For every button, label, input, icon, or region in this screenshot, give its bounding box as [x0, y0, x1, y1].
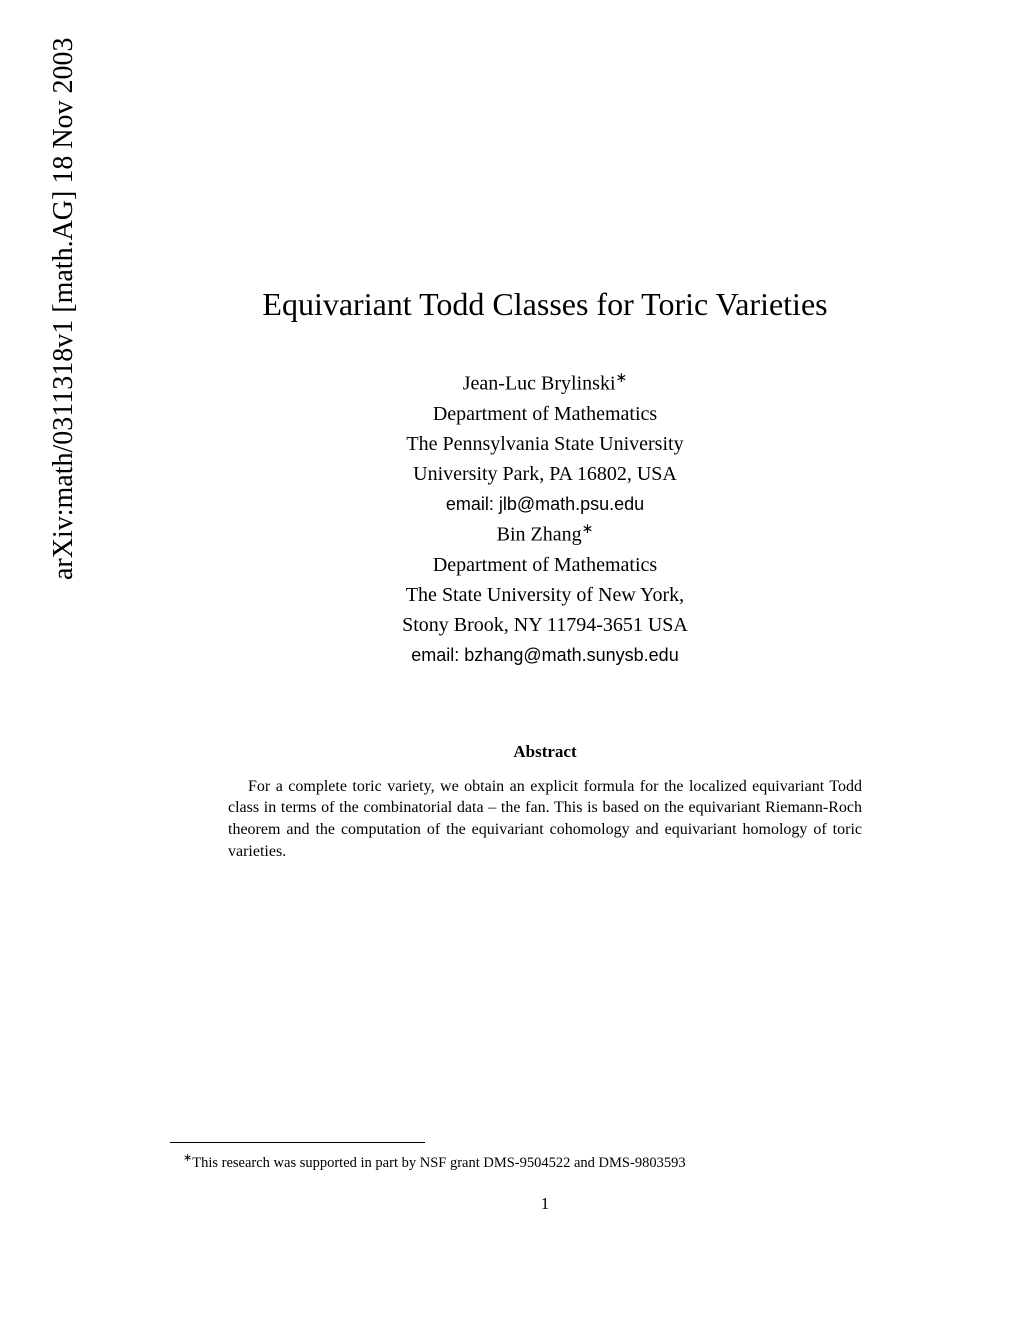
author-1-department: Department of Mathematics — [433, 403, 657, 425]
author-1-footnote-mark: ∗ — [616, 371, 628, 386]
author-2-name: Bin Zhang — [497, 524, 582, 546]
paper-content: Equivariant Todd Classes for Toric Varie… — [170, 0, 920, 1214]
abstract-heading: Abstract — [170, 742, 920, 762]
author-2-department: Department of Mathematics — [433, 554, 657, 576]
author-2-email-label: email: — [411, 645, 464, 665]
author-1-email: jlb@math.psu.edu — [499, 494, 644, 514]
footnote-rule — [170, 1142, 425, 1143]
author-1-address: University Park, PA 16802, USA — [413, 463, 677, 485]
author-1-name: Jean-Luc Brylinski — [463, 373, 616, 395]
footnote-text: This research was supported in part by N… — [192, 1155, 685, 1171]
paper-title: Equivariant Todd Classes for Toric Varie… — [170, 286, 920, 323]
author-2-address: Stony Brook, NY 11794-3651 USA — [402, 614, 688, 636]
author-2-email: bzhang@math.sunysb.edu — [464, 645, 678, 665]
author-1-university: The Pennsylvania State University — [406, 433, 683, 455]
author-1-email-label: email: — [446, 494, 499, 514]
authors-block: Jean-Luc Brylinski∗ Department of Mathem… — [170, 368, 920, 669]
author-2-footnote-mark: ∗ — [582, 522, 594, 537]
footnote: ∗This research was supported in part by … — [193, 1151, 920, 1172]
abstract-text: For a complete toric variety, we obtain … — [228, 776, 862, 862]
footnote-mark: ∗ — [183, 1152, 192, 1164]
arxiv-identifier: arXiv:math/0311318v1 [math.AG] 18 Nov 20… — [48, 37, 80, 580]
page-number: 1 — [170, 1194, 920, 1214]
author-2-university: The State University of New York, — [406, 584, 684, 606]
